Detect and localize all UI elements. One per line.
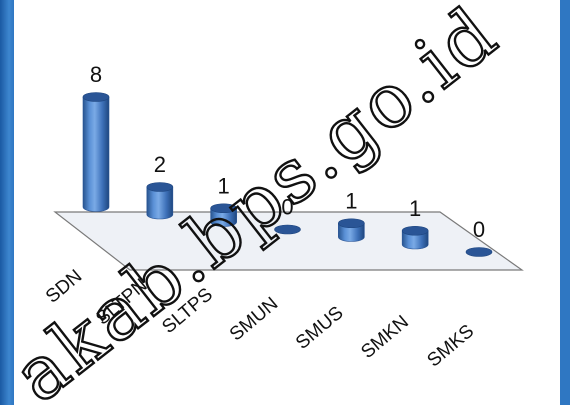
bar-SMUS (338, 218, 365, 242)
x-tick-label: SMUN (226, 293, 282, 345)
x-tick-label: SLTPN (92, 275, 151, 330)
data-label: 8 (90, 62, 102, 87)
data-label: 1 (409, 196, 421, 221)
bar-body (338, 222, 365, 242)
bar-SLTPN (146, 182, 174, 220)
bar-SDN (82, 92, 110, 212)
bar-body (401, 230, 429, 250)
data-label: 0 (473, 217, 485, 242)
data-label: 1 (345, 188, 357, 213)
bar-body (210, 207, 237, 227)
bar-top (146, 182, 174, 192)
bar-SMKN (401, 225, 429, 250)
bar-top (338, 218, 365, 229)
bar-top (210, 203, 237, 214)
bar-top (401, 225, 429, 236)
bar-top (82, 92, 110, 102)
data-label: 1 (218, 173, 230, 198)
bar-top (274, 224, 301, 235)
data-label: 2 (154, 152, 166, 177)
bar-SMKS (465, 247, 493, 257)
x-tick-label: SMUS (292, 302, 348, 353)
chart-floor (53, 211, 524, 271)
bar-top (465, 247, 493, 257)
bar-body (146, 186, 174, 220)
x-tick-label: SDN (42, 266, 86, 308)
x-tick-label: SLTPS (158, 284, 217, 338)
bar-SMUN (274, 224, 301, 235)
data-label: 0 (281, 195, 293, 220)
bar-SLTPS (210, 203, 237, 227)
x-tick-label: SMKS (423, 321, 478, 372)
bar-body (82, 96, 110, 212)
x-tick-label: SMKN (357, 312, 413, 363)
